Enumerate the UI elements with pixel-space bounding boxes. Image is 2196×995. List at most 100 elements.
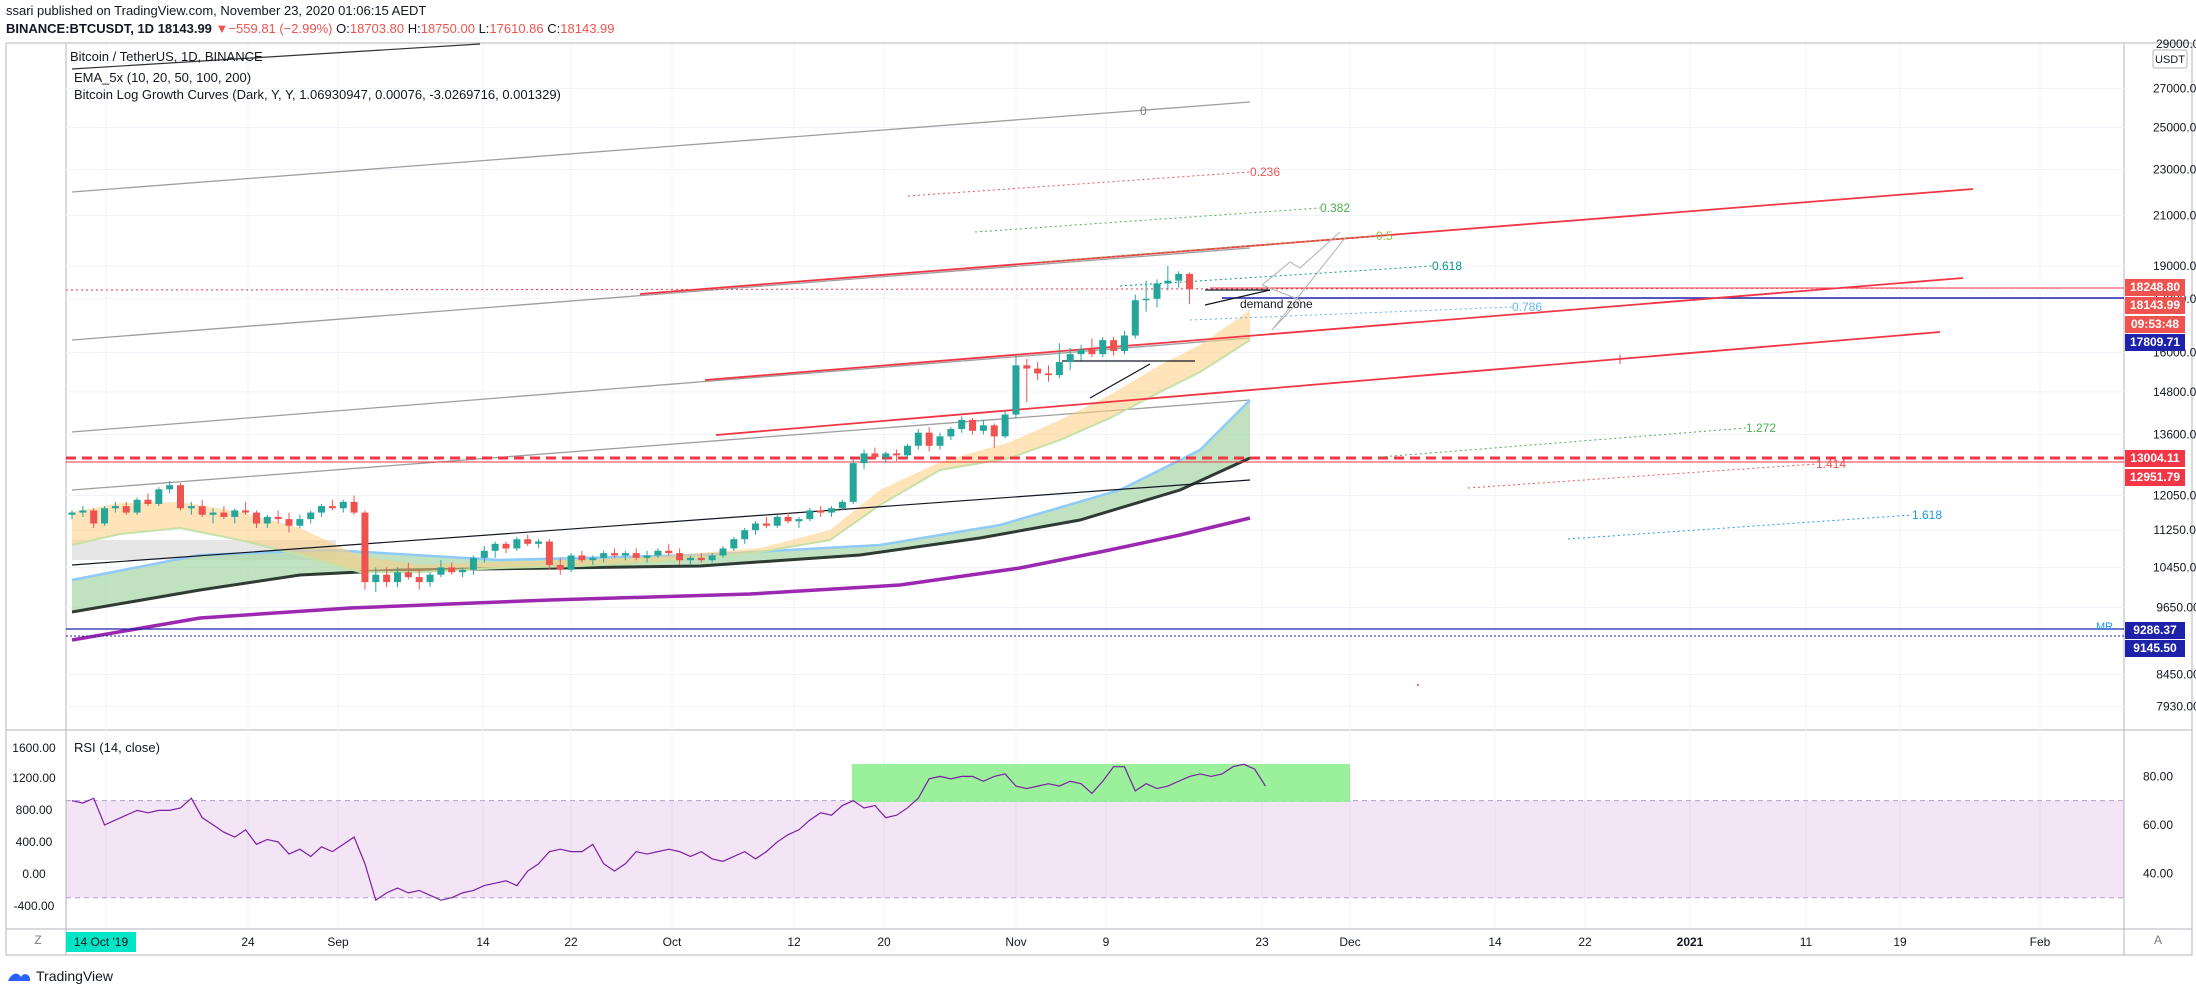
candle-body [730,539,738,549]
candle-body [860,453,868,464]
rsi-line [71,763,1267,902]
auto-scale-button[interactable]: A [2154,933,2162,947]
candle-body [914,432,922,446]
candle-body [274,516,282,520]
candle-body [242,510,250,513]
candle-body [502,543,510,549]
candle-body [1012,365,1020,415]
timezone-button[interactable]: Z [34,933,41,947]
demand-zone-label: demand zone [1240,297,1313,311]
candle-body [448,567,456,573]
candles [68,265,1194,593]
candle-body [654,550,662,556]
red-channel-line [704,277,1964,381]
fib-line [1567,514,1913,540]
x-tick-label: Oct [663,935,682,949]
fib-line [1467,463,1817,489]
rsi-pane[interactable]: RSI (14, close) 1600.00 1200.00 800.00 400.0… [12,740,2173,913]
fib-label-0236: 0.236 [1250,165,1280,179]
candle-body [643,555,651,558]
x-tick-label: Nov [1005,935,1026,949]
fast-ema-ribbon [72,310,1250,572]
candle-body [762,523,770,526]
price-change: −559.81 (−2.99%) [228,21,333,36]
candle-body [133,499,141,513]
h-label: H: [407,21,421,36]
projection-path [1261,231,1341,286]
candle-body [469,557,477,570]
candle-body [925,432,933,446]
candle-body [665,550,673,554]
published-info: ssari published on TradingView.com, Nove… [6,3,427,18]
price-label-bg [2125,450,2185,467]
candle-body [155,489,163,504]
candle-body [328,506,336,509]
candle-body [209,512,217,515]
candle-body [1110,340,1118,351]
price-label-bg [2125,297,2185,314]
fib-label-0: 0 [1140,104,1147,118]
fib-line [1039,235,1377,263]
candle-body [611,553,618,556]
mr-label: MR [2096,621,2113,633]
time-axis[interactable]: 14 Oct '19 24 Sep 14 22 Oct 12 20 Nov 9 23 Dec 14 22 2… [66,932,2051,952]
candle-body [491,543,499,551]
candle-body [817,510,825,513]
candle-body [784,516,792,522]
candle-body [339,501,347,509]
candle-body [187,506,195,509]
candle-body [979,425,987,431]
x-tick-label: 9 [1103,935,1110,949]
candle-body [90,510,98,524]
rsi-left-tick: 800.00 [16,803,53,817]
candle-body [394,572,401,583]
log-curve-line [71,399,1251,491]
candle-body [1055,362,1063,376]
log-curve-line [71,337,1251,433]
x-tick-label: 12 [787,935,801,949]
fib-line [1189,306,1513,321]
candle-body [1001,414,1009,437]
candle-body [79,510,87,513]
low-value: 17610.86 [489,21,544,36]
price-axis[interactable]: 27000.00 25000.00 23000.00 21000.00 19000.00… [2153,82,2196,714]
candle-body [990,425,998,437]
legend-title: Bitcoin / TetherUS, 1D, BINANCE [70,49,263,64]
candle-body [1175,273,1183,281]
candle-body [296,519,304,526]
x-tick-label: 14 Oct '19 [74,935,129,949]
currency-badge[interactable] [2152,49,2188,69]
red-dot [1417,684,1419,686]
candle-body [1153,283,1161,299]
price-label: 13004.11 [2130,451,2180,465]
rsi-left-tick: 1600.00 [12,741,56,755]
fib-line [1379,427,1747,458]
candle-body [676,553,684,561]
fib-label-05: 0.5 [1376,229,1393,243]
price-label: 18248.80 [2130,280,2180,294]
o-label: O: [336,21,350,36]
fib-line [974,207,1321,233]
candle-body [404,572,412,578]
y-tick-label: 11250.00 [2153,523,2196,537]
fib-line [1119,265,1433,287]
candle-body [285,519,293,526]
tradingview-branding[interactable]: TradingView [6,965,113,987]
candle-body [177,485,184,509]
candle-body [773,516,781,526]
candle-body [947,428,955,437]
open-value: 18703.80 [349,21,405,36]
log-curve-top [71,43,481,70]
price-labels: 18248.80 18143.99 09:53:48 17809.71 13004.11… [2125,279,2185,657]
rsi-left-tick: 400.00 [16,835,53,849]
x-tick-label: Sep [327,935,349,949]
candle-body [122,506,130,513]
candle-body [936,436,944,446]
fib-label-0382: 0.382 [1320,201,1350,215]
l-label: L: [478,21,490,36]
candle-body [621,553,629,556]
ema-200-line [71,456,1251,614]
x-tick-label: Dec [1339,935,1360,949]
candle-body [415,577,423,583]
